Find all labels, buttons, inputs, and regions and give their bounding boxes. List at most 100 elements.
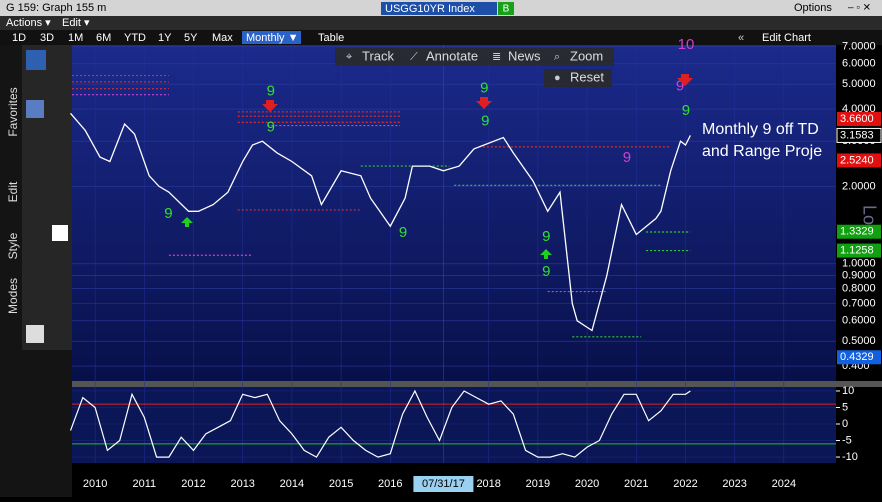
td-count: 9 [682,102,690,119]
price-tag-label: 3.6600 [840,113,874,125]
table-button[interactable]: Table [318,32,344,44]
collapse-arrows[interactable]: « [738,32,744,44]
crosshair-date-box [413,476,474,492]
period-button[interactable]: 1D [12,32,26,44]
price-tag [837,350,881,365]
y-tick-label: 7.0000 [842,40,876,52]
tool-button[interactable]: Track [362,48,395,63]
badge-box[interactable] [498,2,514,15]
osc-tick-label: -10 [842,451,858,463]
td-count: 9 [267,83,275,100]
menu-item[interactable]: Edit ▾ [62,17,90,29]
tool-icon[interactable]: ⌖ [346,51,352,63]
tool-button[interactable]: Zoom [570,48,603,63]
watermark: Lo [859,205,879,225]
menu-item[interactable]: Actions ▾ [6,17,51,29]
y2-axis [836,387,882,463]
period-button[interactable]: 6M [96,32,111,44]
osc-tick-label: 0 [842,418,848,430]
price-tag-label: 1.1258 [840,244,874,256]
text-tool[interactable] [26,100,44,118]
x-tick-label: 2021 [624,478,648,490]
tool-icon[interactable]: ⌕ [554,51,560,63]
sell-arrows [262,74,693,112]
x-tick-label: 2012 [181,478,205,490]
period-button[interactable]: YTD [124,32,146,44]
y-tick-label: 0.5000 [842,335,876,347]
period-button[interactable]: 3D [40,32,54,44]
td-count: 10 [678,36,695,53]
price-panel [72,45,836,381]
y-tick-label: 0.8000 [842,283,876,295]
y-tick-label: 0.7000 [842,298,876,310]
price-tag-label: 1.3329 [840,226,874,238]
price-tag [836,127,882,143]
tool-icon[interactable]: ⟋ [410,51,418,63]
period-button[interactable]: Max [212,32,233,44]
period-button[interactable]: 5Y [184,32,198,44]
select-tool[interactable] [26,50,46,70]
y-tick-label: 4.0000 [842,103,876,115]
tool-button[interactable]: Reset [570,69,604,84]
x-tick-label: 2010 [83,478,107,490]
tool-panel [22,45,72,350]
side-tab[interactable]: Style [6,232,20,259]
y-tick-label: 5.0000 [842,78,876,90]
options[interactable]: Options [794,2,832,14]
menu-bar [0,16,882,30]
td-count: 9 [399,224,407,241]
settings-tool[interactable] [26,325,44,343]
side-tab[interactable]: Favorites [6,87,20,136]
period-button[interactable]: 1M [68,32,83,44]
price-tag [837,153,881,168]
tool-button[interactable]: News [508,48,541,63]
x-tick-label: 2022 [673,478,697,490]
x-tick-label: 2013 [230,478,254,490]
price-tag [837,111,881,126]
td-count: 9 [480,80,488,97]
y-tick-label: 2.0000 [842,180,876,192]
side-tab[interactable]: Modes [6,278,20,314]
td-count: 9 [542,263,550,280]
period-button[interactable]: 1Y [158,32,172,44]
x-tick-label: 2019 [526,478,550,490]
tool-icon[interactable]: ≣ [492,51,501,63]
color-tool[interactable] [52,225,68,241]
window-buttons[interactable]: – ▫ ✕ [848,3,871,14]
x-tick-label: 2023 [722,478,746,490]
x-tick-label: 2011 [132,478,156,490]
tool-button[interactable]: Annotate [426,48,478,63]
x-tick-label: 07/31/17 [422,478,465,490]
y-tick-label: 0.6000 [842,315,876,327]
tool-icon[interactable]: ● [554,72,561,84]
td-count: 9 [267,118,275,135]
price-line [70,112,691,332]
td-count: 9 [676,78,684,95]
ticker-box[interactable] [381,2,497,15]
x-tick-label: 2020 [575,478,599,490]
panel-divider[interactable] [72,381,882,387]
badge[interactable]: B [503,4,510,15]
x-tick-label: 2014 [280,478,304,490]
tool-strip [335,48,614,66]
frequency-box[interactable] [242,31,301,44]
price-tag-label: 3.1583 [840,129,874,141]
buy-arrows [181,217,552,259]
oscillator-panel [72,387,836,463]
side-tab[interactable]: Edit [6,181,20,202]
frequency[interactable]: Monthly ▼ [246,32,298,44]
price-tag-label: 2.5240 [840,154,874,166]
x-tick-label: 2018 [476,478,500,490]
ticker[interactable]: USGG10YR Index [385,3,475,15]
edit-chart[interactable]: Edit Chart [762,32,811,44]
x-axis [72,463,882,497]
x-tick-label: 2024 [772,478,796,490]
td-count: 9 [164,205,172,222]
td-count: 9 [542,228,550,245]
overlay-line: and Range Proje [702,143,822,160]
td-count: 9 [481,112,489,129]
reset-box[interactable] [544,69,612,87]
osc-tick-label: 10 [842,385,854,397]
x-tick-label: 2016 [378,478,402,490]
